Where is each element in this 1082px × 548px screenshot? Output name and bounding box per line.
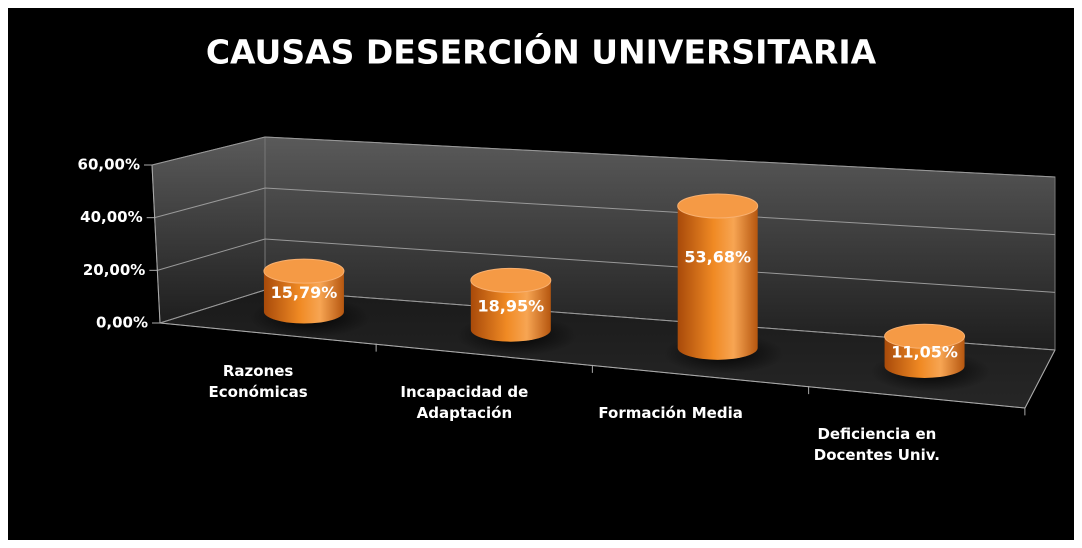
data-label: 53,68% xyxy=(684,247,751,266)
grid-line xyxy=(151,136,1056,178)
grid-line xyxy=(154,187,1056,236)
y-tick-label: 20,00% xyxy=(83,261,145,279)
x-tick-label: Razones Económicas xyxy=(208,361,308,401)
floor-edge xyxy=(1024,349,1056,409)
x-tick-label: Formación Media xyxy=(598,404,743,423)
y-axis xyxy=(151,164,161,324)
bar-top xyxy=(677,193,759,219)
grid-line xyxy=(157,238,1056,293)
data-label: 15,79% xyxy=(271,283,338,302)
bar xyxy=(677,205,758,360)
y-tick-label: 40,00% xyxy=(80,208,142,226)
bar xyxy=(470,280,551,342)
bar-top xyxy=(263,258,345,284)
x-tick-label: Incapacidad de Adaptación xyxy=(400,382,529,422)
data-label: 11,05% xyxy=(891,343,958,362)
x-tick-label: Deficiencia en Docentes Univ. xyxy=(813,425,940,465)
chart-title: CAUSAS DESERCIÓN UNIVERSITARIA xyxy=(206,32,877,72)
bar xyxy=(263,271,344,324)
bar-top xyxy=(470,267,552,293)
y-tick-label: 0,00% xyxy=(96,314,148,332)
data-label: 18,95% xyxy=(477,297,544,316)
bar-top xyxy=(884,323,966,349)
y-tick-label: 60,00% xyxy=(78,156,140,174)
